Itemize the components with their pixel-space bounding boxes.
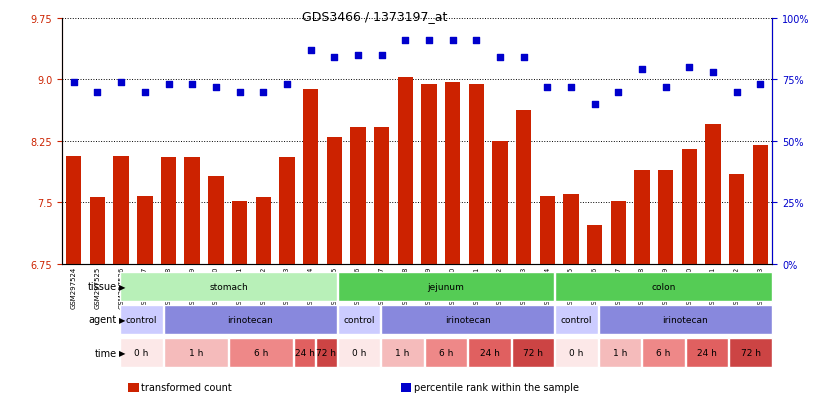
Point: [186, 82, 199, 88]
Text: 6 h: 6 h: [254, 348, 268, 357]
Text: irinotecan: irinotecan: [662, 315, 708, 324]
Bar: [445, 83, 460, 264]
Bar: [374, 128, 389, 264]
Point: [351, 52, 364, 59]
Point: [612, 89, 625, 96]
Bar: [90, 198, 105, 264]
Text: 24 h: 24 h: [697, 348, 717, 357]
Bar: [516, 111, 531, 264]
Point: [91, 89, 104, 96]
Text: 24 h: 24 h: [480, 348, 500, 357]
Text: 1 h: 1 h: [613, 348, 627, 357]
Text: jejunum: jejunum: [428, 282, 464, 291]
Bar: [610, 201, 626, 264]
Bar: [681, 150, 697, 264]
Text: 0 h: 0 h: [135, 348, 149, 357]
Bar: [658, 170, 673, 264]
Bar: [587, 226, 602, 264]
Bar: [137, 196, 153, 264]
Point: [280, 82, 293, 88]
Bar: [232, 201, 247, 264]
Text: 1 h: 1 h: [396, 348, 410, 357]
Text: control: control: [344, 315, 375, 324]
Text: 72 h: 72 h: [523, 348, 543, 357]
Point: [257, 89, 270, 96]
Point: [470, 38, 483, 44]
Bar: [729, 174, 744, 264]
Point: [209, 84, 222, 91]
Point: [754, 82, 767, 88]
Bar: [468, 85, 484, 264]
Text: 0 h: 0 h: [569, 348, 584, 357]
Point: [517, 55, 530, 61]
Text: percentile rank within the sample: percentile rank within the sample: [414, 382, 579, 392]
Point: [659, 84, 672, 91]
Text: irinotecan: irinotecan: [227, 315, 273, 324]
Point: [375, 52, 388, 59]
Text: transformed count: transformed count: [141, 382, 232, 392]
Text: agent: agent: [88, 315, 116, 325]
Text: GDS3466 / 1373197_at: GDS3466 / 1373197_at: [301, 10, 447, 23]
Point: [730, 89, 743, 96]
Bar: [539, 196, 555, 264]
Bar: [303, 90, 318, 264]
Text: tissue: tissue: [88, 282, 116, 292]
Bar: [563, 195, 579, 264]
Point: [115, 79, 128, 86]
Point: [683, 64, 696, 71]
Text: time: time: [94, 348, 116, 358]
Point: [328, 55, 341, 61]
Point: [446, 38, 459, 44]
Bar: [350, 128, 366, 264]
Text: 72 h: 72 h: [741, 348, 761, 357]
Text: irinotecan: irinotecan: [445, 315, 491, 324]
Point: [635, 67, 648, 74]
Text: stomach: stomach: [209, 282, 248, 291]
Point: [422, 38, 435, 44]
Text: 24 h: 24 h: [295, 348, 315, 357]
Text: control: control: [561, 315, 592, 324]
Point: [399, 38, 412, 44]
Bar: [208, 177, 224, 264]
Text: 0 h: 0 h: [352, 348, 366, 357]
Bar: [752, 145, 768, 264]
Bar: [161, 158, 176, 264]
Point: [541, 84, 554, 91]
Point: [67, 79, 80, 86]
Point: [588, 101, 601, 108]
Point: [162, 82, 175, 88]
Bar: [113, 157, 129, 264]
Bar: [184, 158, 200, 264]
Text: ▶: ▶: [119, 282, 126, 291]
Point: [233, 89, 246, 96]
Bar: [326, 138, 342, 264]
Bar: [397, 78, 413, 264]
Bar: [66, 157, 82, 264]
Point: [706, 69, 719, 76]
Text: control: control: [126, 315, 157, 324]
Bar: [421, 85, 437, 264]
Text: colon: colon: [652, 282, 676, 291]
Text: ▶: ▶: [119, 315, 126, 324]
Point: [493, 55, 506, 61]
Bar: [705, 125, 721, 264]
Bar: [492, 142, 508, 264]
Text: ▶: ▶: [119, 348, 126, 357]
Text: 6 h: 6 h: [657, 348, 671, 357]
Text: 6 h: 6 h: [439, 348, 453, 357]
Text: 1 h: 1 h: [188, 348, 203, 357]
Point: [304, 47, 317, 54]
Bar: [634, 170, 650, 264]
Point: [564, 84, 577, 91]
Text: 72 h: 72 h: [316, 348, 336, 357]
Bar: [255, 198, 271, 264]
Bar: [279, 158, 295, 264]
Point: [138, 89, 151, 96]
